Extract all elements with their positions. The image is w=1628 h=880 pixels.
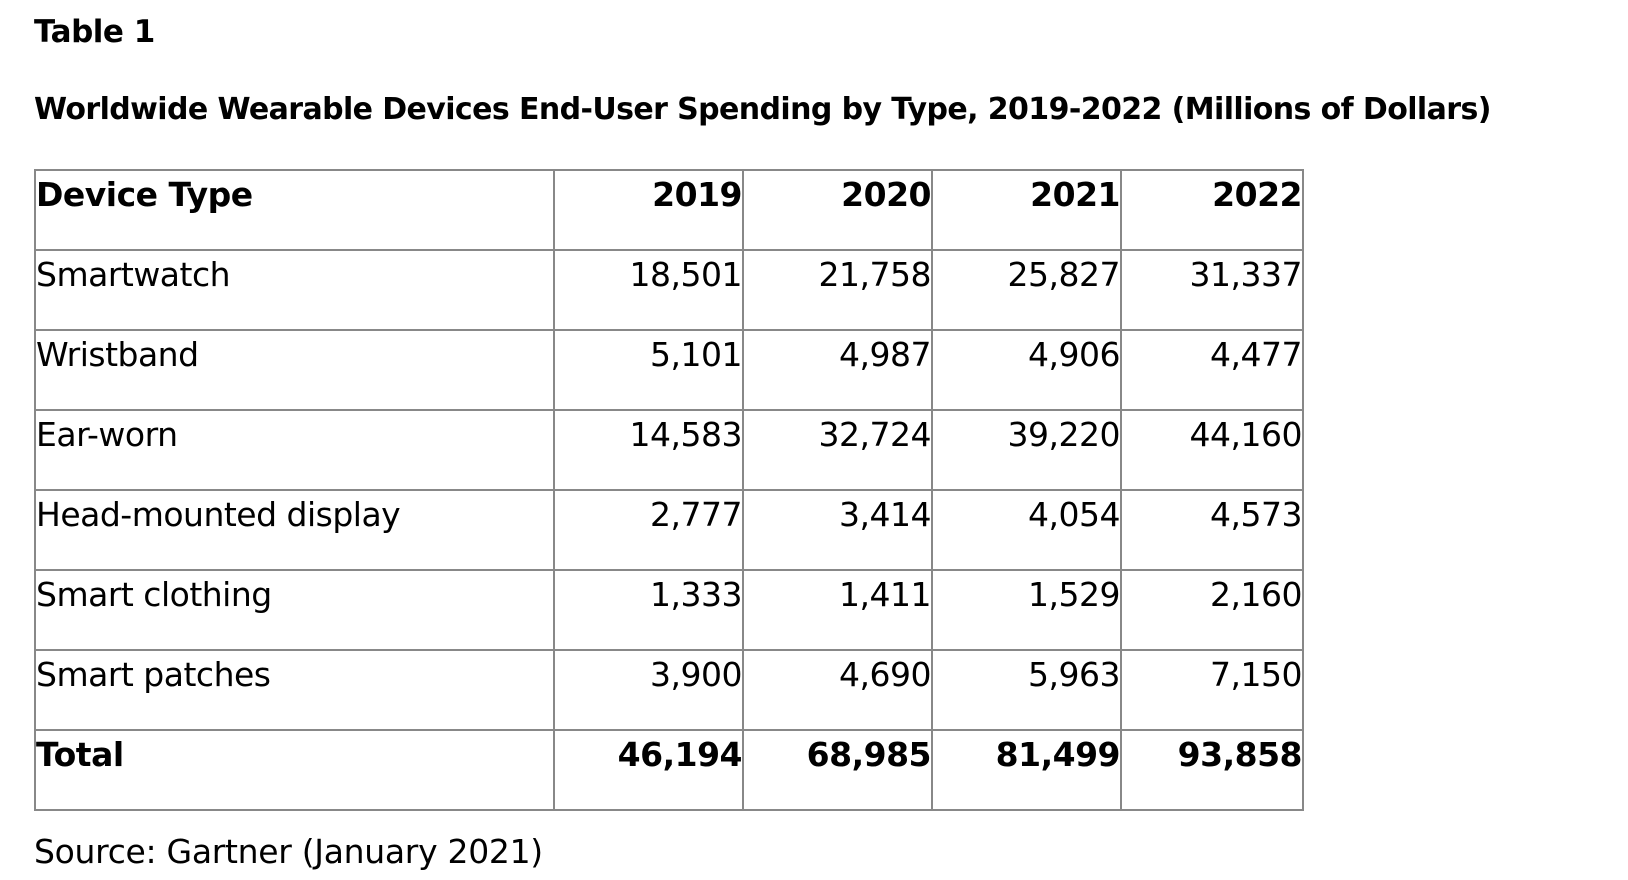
table-cell: 39,220 [931, 409, 1122, 491]
table-row: Smart clothing 1,333 1,411 1,529 2,160 [34, 569, 1304, 651]
data-table: Device Type 2019 2020 2021 2022 Smartwatch 18… [34, 169, 1304, 811]
table-cell: 4,573 [1120, 489, 1304, 571]
table-body: Smartwatch 18,501 21,758 25,827 31,337 Wristb… [34, 249, 1304, 811]
header-row: Device Type 2019 2020 2021 2022 [34, 169, 1304, 251]
table-cell: 5,101 [553, 329, 744, 411]
table-cell: Smart patches [34, 649, 555, 731]
column-header: 2019 [553, 169, 744, 251]
table-cell: 25,827 [931, 249, 1122, 331]
table-cell: 4,690 [742, 649, 933, 731]
table-cell: 93,858 [1120, 729, 1304, 811]
table-cell: Smart clothing [34, 569, 555, 651]
table-cell: 1,411 [742, 569, 933, 651]
column-header: 2022 [1120, 169, 1304, 251]
table-cell: 46,194 [553, 729, 744, 811]
table-cell: Total [34, 729, 555, 811]
table-row: Wristband 5,101 4,987 4,906 4,477 [34, 329, 1304, 411]
table-row: Ear-worn 14,583 32,724 39,220 44,160 [34, 409, 1304, 491]
source-note: Source: Gartner (January 2021) [34, 832, 543, 871]
table-cell: 2,777 [553, 489, 744, 571]
table-cell: Wristband [34, 329, 555, 411]
table-cell: 81,499 [931, 729, 1122, 811]
column-header: 2021 [931, 169, 1122, 251]
table-row: Smart patches 3,900 4,690 5,963 7,150 [34, 649, 1304, 731]
table-cell: 4,477 [1120, 329, 1304, 411]
table-cell: 7,150 [1120, 649, 1304, 731]
table-row: Head-mounted display 2,777 3,414 4,054 4,573 [34, 489, 1304, 571]
table-cell: 3,414 [742, 489, 933, 571]
table-cell: 14,583 [553, 409, 744, 491]
table-cell: 68,985 [742, 729, 933, 811]
table-cell: 2,160 [1120, 569, 1304, 651]
table-cell: 1,333 [553, 569, 744, 651]
column-header: 2020 [742, 169, 933, 251]
table-label: Table 1 [34, 14, 155, 50]
table-cell: 4,054 [931, 489, 1122, 571]
table-row: Total 46,194 68,985 81,499 93,858 [34, 729, 1304, 811]
table-cell: 5,963 [931, 649, 1122, 731]
table-cell: 4,987 [742, 329, 933, 411]
table-row: Smartwatch 18,501 21,758 25,827 31,337 [34, 249, 1304, 331]
table-cell: 32,724 [742, 409, 933, 491]
table-cell: Smartwatch [34, 249, 555, 331]
table-cell: 1,529 [931, 569, 1122, 651]
table-cell: 44,160 [1120, 409, 1304, 491]
table-cell: 21,758 [742, 249, 933, 331]
table-cell: 3,900 [553, 649, 744, 731]
table-cell: 4,906 [931, 329, 1122, 411]
table-cell: Ear-worn [34, 409, 555, 491]
table-cell: 31,337 [1120, 249, 1304, 331]
table-cell: Head-mounted display [34, 489, 555, 571]
column-header: Device Type [34, 169, 555, 251]
table-cell: 18,501 [553, 249, 744, 331]
table-title: Worldwide Wearable Devices End-User Spen… [34, 92, 1491, 127]
